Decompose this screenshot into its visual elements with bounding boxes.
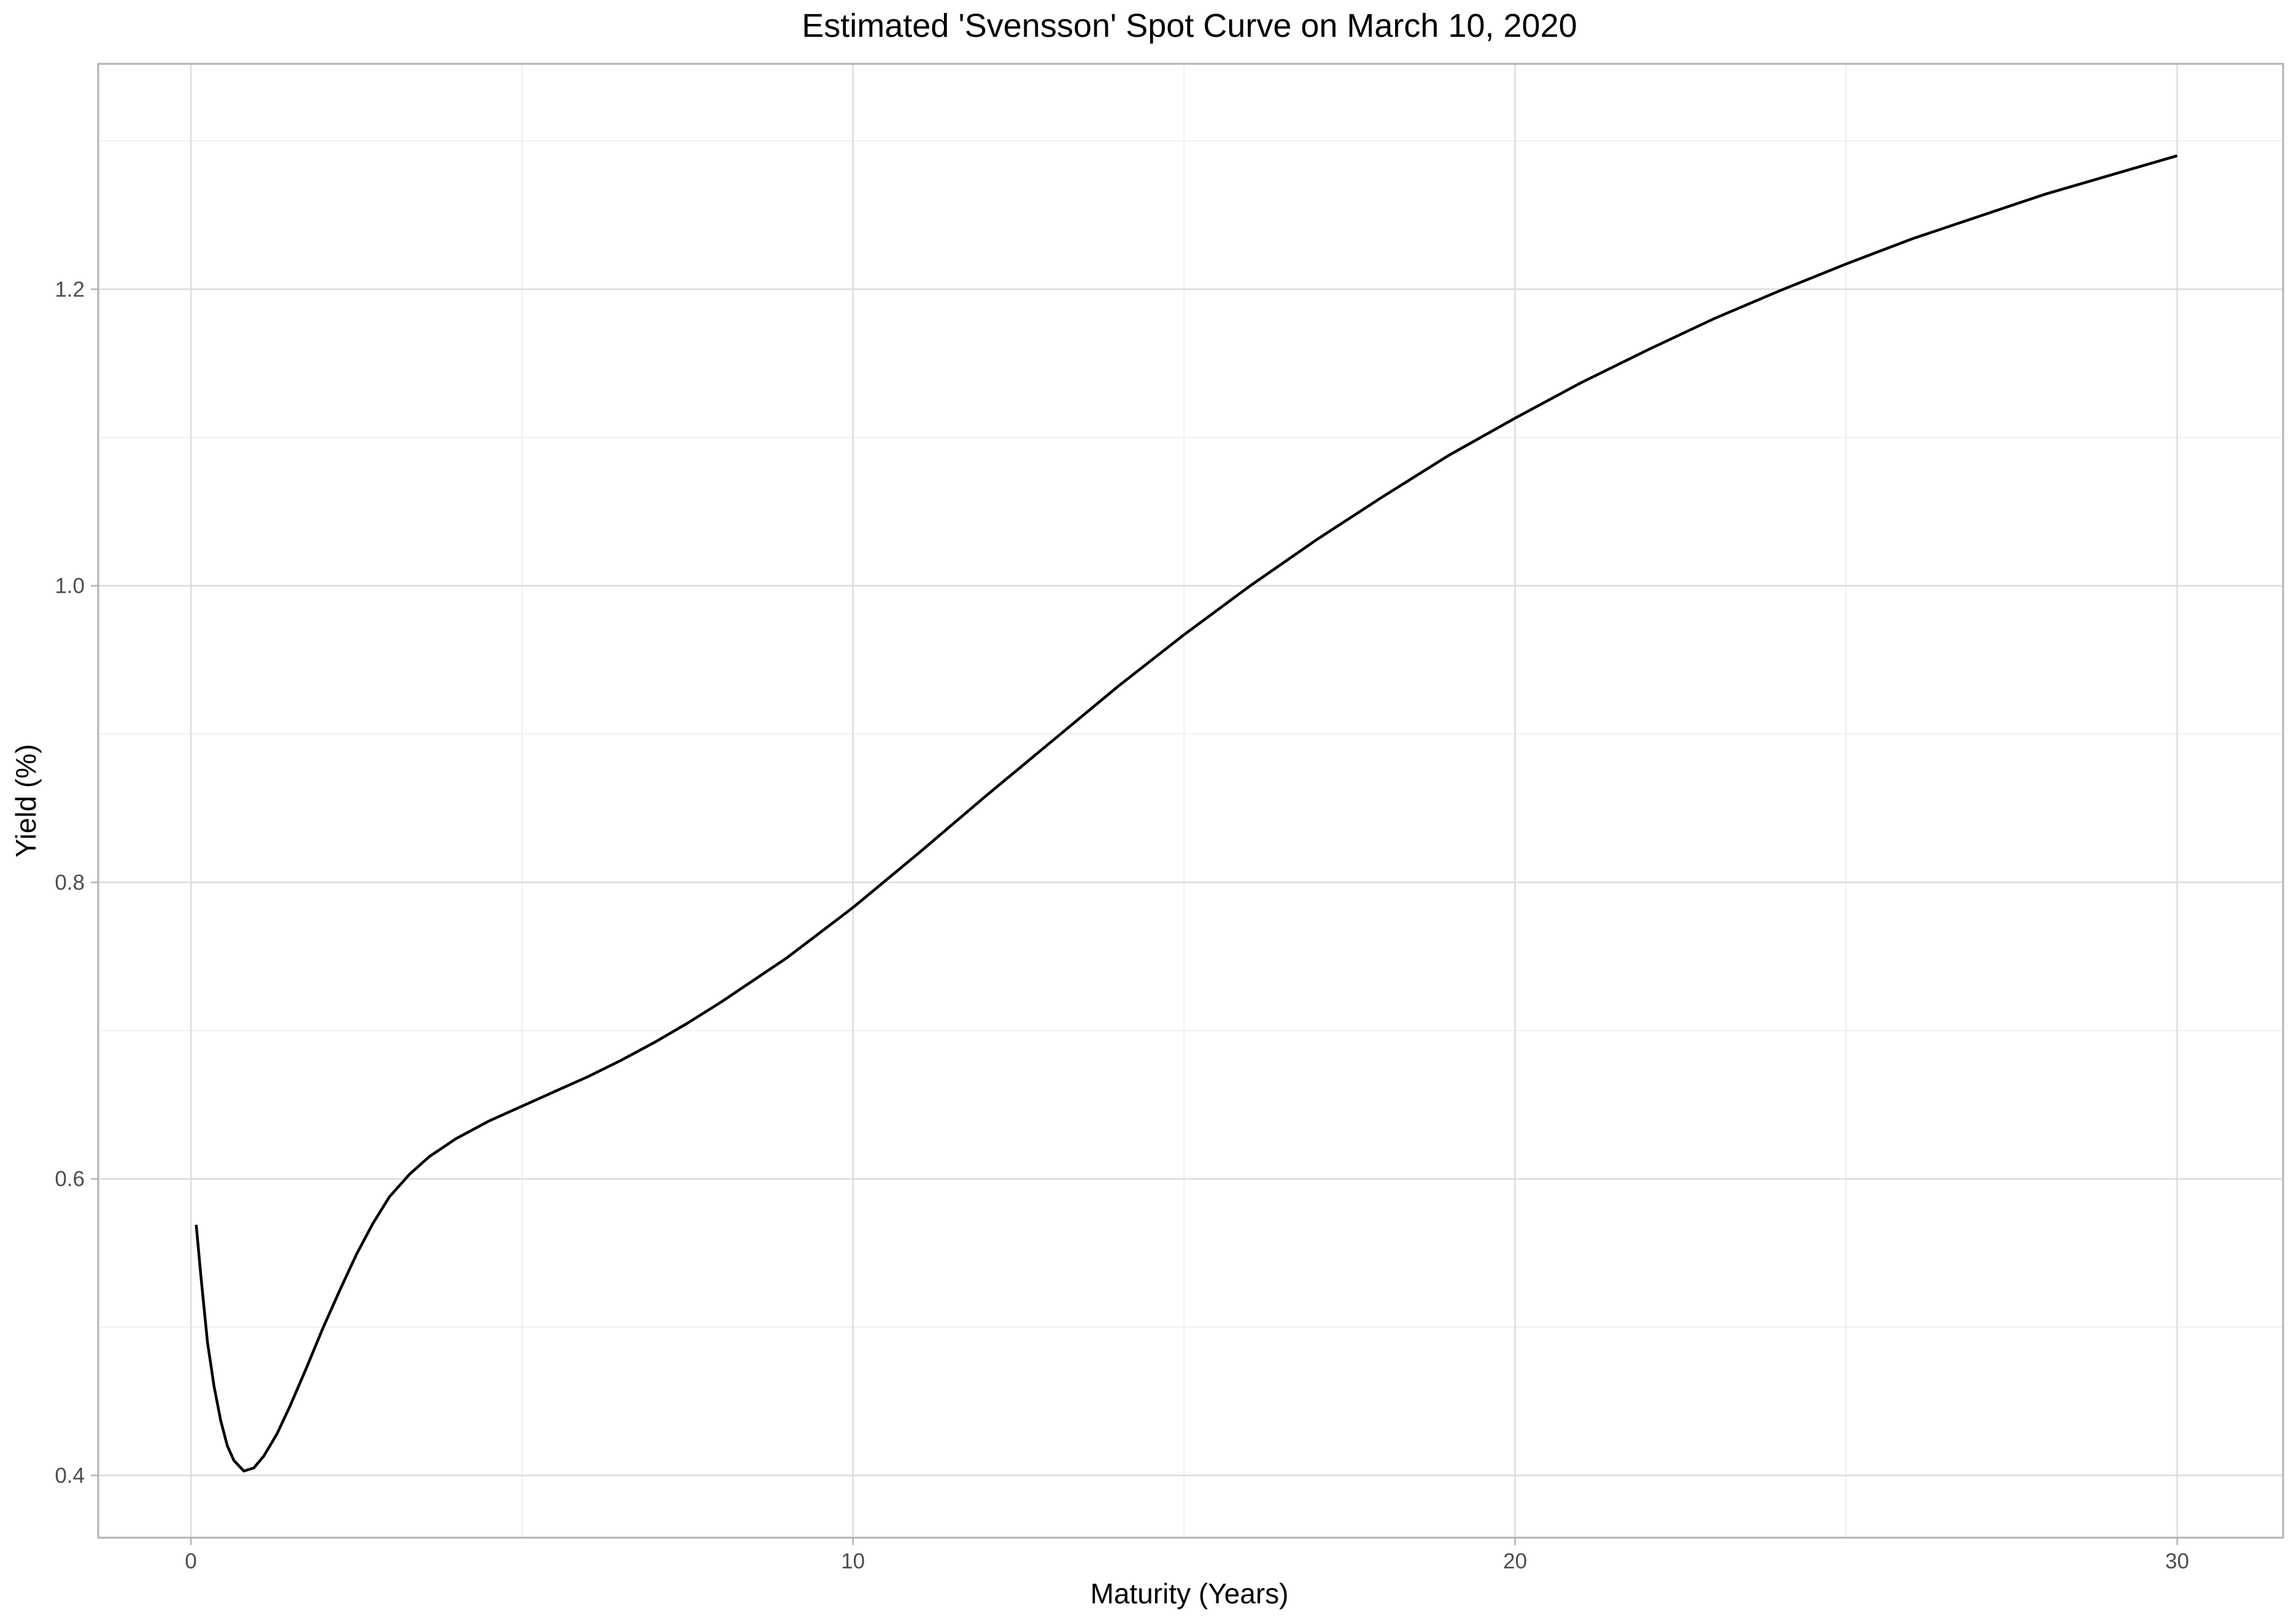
x-tick-label: 30 (2165, 1549, 2189, 1573)
grid-lines (98, 64, 2283, 1538)
y-tick-label: 1.0 (55, 574, 85, 598)
chart-title: Estimated 'Svensson' Spot Curve on March… (802, 7, 1577, 44)
x-tick-label: 0 (185, 1549, 196, 1573)
series-layer (195, 154, 2178, 1473)
y-tick-label: 0.8 (55, 871, 85, 895)
y-axis-title: Yield (%) (10, 744, 42, 858)
y-tick-label: 0.6 (55, 1167, 85, 1191)
axis-ticks: 0 10 20 30 0.4 0.6 0.8 1.0 1.2 (55, 277, 2189, 1573)
x-tick-label: 10 (841, 1549, 865, 1573)
y-tick-label: 1.2 (55, 277, 85, 301)
x-tick-label: 20 (1503, 1549, 1527, 1573)
x-axis-title: Maturity (Years) (1091, 1578, 1289, 1610)
y-tick-label: 0.4 (55, 1464, 85, 1488)
panel-border (97, 63, 2284, 1539)
spot-curve-line (195, 154, 2178, 1473)
